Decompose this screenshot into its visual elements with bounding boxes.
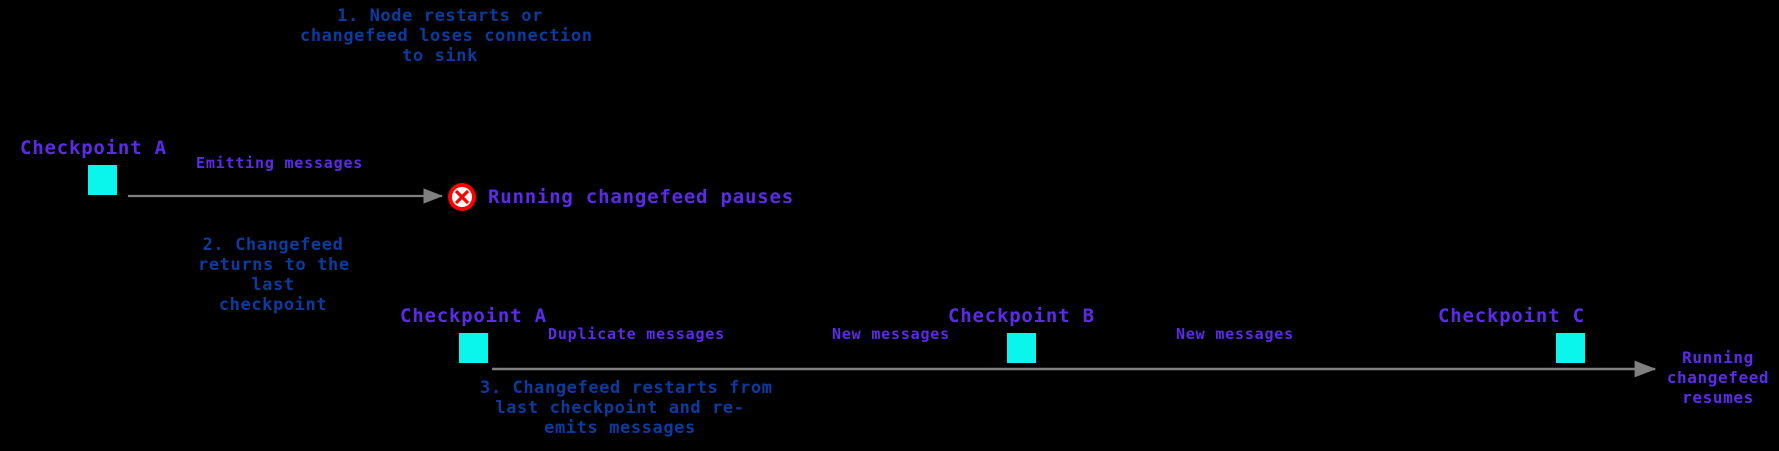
step-1-note: 1. Node restarts or changefeed loses con… xyxy=(300,6,593,67)
bottom-checkpoint-c-label: Checkpoint C xyxy=(1438,305,1585,327)
step-3-note: 3. Changefeed restarts from last checkpo… xyxy=(480,378,773,439)
new-messages-label-2: New messages xyxy=(1176,325,1294,343)
bottom-checkpoint-a-marker xyxy=(459,333,488,363)
step-2-note: 2. Changefeed returns to the last checkp… xyxy=(198,235,350,316)
top-checkpoint-a-marker xyxy=(88,165,117,195)
bottom-checkpoint-b-marker xyxy=(1007,333,1036,363)
duplicate-messages-label: Duplicate messages xyxy=(548,325,725,343)
bottom-checkpoint-c-marker xyxy=(1556,333,1585,363)
bottom-checkpoint-a-label: Checkpoint A xyxy=(400,305,547,327)
top-checkpoint-a-label: Checkpoint A xyxy=(20,137,167,159)
bottom-checkpoint-b-label: Checkpoint B xyxy=(948,305,1095,327)
error-circle-x-icon xyxy=(447,182,477,216)
emitting-messages-label: Emitting messages xyxy=(196,154,364,172)
running-changefeed-resumes-label: Running changefeed resumes xyxy=(1666,348,1770,407)
running-changefeed-pauses-label: Running changefeed pauses xyxy=(488,186,794,208)
new-messages-label-1: New messages xyxy=(832,325,950,343)
